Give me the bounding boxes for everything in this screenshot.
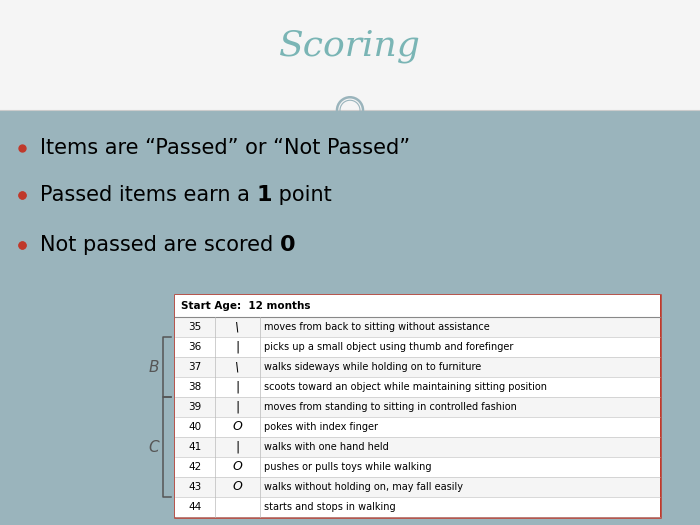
Text: |: | [235, 401, 239, 414]
FancyBboxPatch shape [175, 337, 660, 357]
Text: Scoring: Scoring [279, 29, 421, 64]
FancyBboxPatch shape [175, 295, 660, 517]
Text: 43: 43 [188, 482, 202, 492]
Text: 39: 39 [188, 402, 202, 412]
Text: 44: 44 [188, 502, 202, 512]
FancyBboxPatch shape [175, 377, 660, 397]
FancyBboxPatch shape [175, 397, 660, 417]
Text: Items are “Passed” or “Not Passed”: Items are “Passed” or “Not Passed” [40, 138, 410, 158]
FancyBboxPatch shape [175, 437, 660, 457]
Text: O: O [232, 421, 242, 434]
Text: 42: 42 [188, 462, 202, 472]
Text: 37: 37 [188, 362, 202, 372]
FancyBboxPatch shape [175, 457, 660, 477]
Text: 1: 1 [256, 185, 272, 205]
Text: 38: 38 [188, 382, 202, 392]
Text: 40: 40 [188, 422, 202, 432]
Text: walks without holding on, may fall easily: walks without holding on, may fall easil… [264, 482, 463, 492]
Text: \: \ [235, 320, 239, 333]
Text: Not passed are scored: Not passed are scored [40, 235, 280, 255]
Text: 35: 35 [188, 322, 202, 332]
FancyBboxPatch shape [175, 417, 660, 437]
Text: |: | [235, 440, 239, 454]
Text: starts and stops in walking: starts and stops in walking [264, 502, 395, 512]
Text: moves from back to sitting without assistance: moves from back to sitting without assis… [264, 322, 490, 332]
FancyBboxPatch shape [175, 357, 660, 377]
Text: picks up a small object using thumb and forefinger: picks up a small object using thumb and … [264, 342, 513, 352]
Text: C: C [148, 439, 160, 455]
Text: moves from standing to sitting in controlled fashion: moves from standing to sitting in contro… [264, 402, 517, 412]
FancyBboxPatch shape [175, 317, 660, 337]
Text: O: O [232, 480, 242, 493]
Text: scoots toward an object while maintaining sitting position: scoots toward an object while maintainin… [264, 382, 547, 392]
Text: Passed items earn a: Passed items earn a [40, 185, 256, 205]
Text: B: B [148, 360, 160, 374]
Text: Start Age:  12 months: Start Age: 12 months [181, 301, 311, 311]
Text: \: \ [235, 361, 239, 373]
Text: point: point [272, 185, 332, 205]
FancyBboxPatch shape [175, 497, 660, 517]
Text: walks sideways while holding on to furniture: walks sideways while holding on to furni… [264, 362, 482, 372]
FancyBboxPatch shape [175, 477, 660, 497]
FancyBboxPatch shape [0, 0, 700, 110]
Text: pokes with index finger: pokes with index finger [264, 422, 378, 432]
Text: 0: 0 [280, 235, 295, 255]
Text: 36: 36 [188, 342, 202, 352]
Text: pushes or pulls toys while walking: pushes or pulls toys while walking [264, 462, 431, 472]
Text: 41: 41 [188, 442, 202, 452]
Text: |: | [235, 341, 239, 353]
Text: walks with one hand held: walks with one hand held [264, 442, 388, 452]
FancyBboxPatch shape [175, 295, 660, 317]
Text: O: O [232, 460, 242, 474]
Text: |: | [235, 381, 239, 394]
